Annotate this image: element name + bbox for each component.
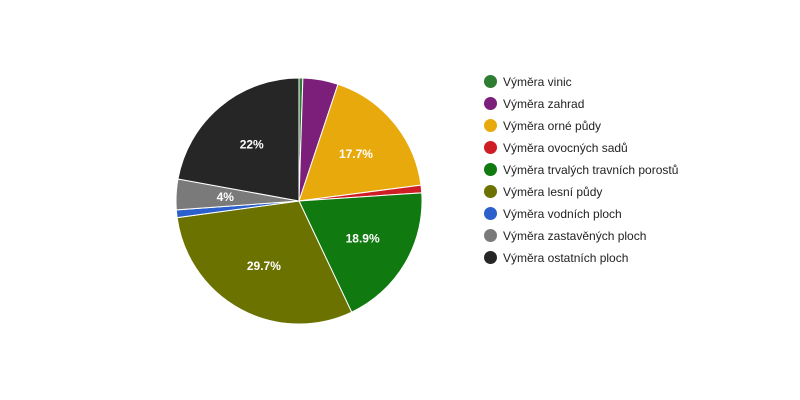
legend-swatch-icon	[484, 163, 497, 176]
legend-item[interactable]: Výměra ovocných sadů	[484, 140, 684, 157]
legend-label: Výměra orné půdy	[503, 119, 602, 133]
legend-item[interactable]: Výměra zastavěných ploch	[484, 228, 684, 245]
legend-label: Výměra vinic	[503, 75, 572, 89]
pie-slice[interactable]	[177, 77, 300, 202]
legend-swatch-icon	[484, 141, 497, 154]
legend-swatch-icon	[484, 185, 497, 198]
slice-data-label: 22%	[240, 137, 264, 151]
legend-item[interactable]: Výměra lesní půdy	[484, 184, 684, 201]
chart-legend: Výměra vinic Výměra zahrad Výměra orné půd…	[484, 74, 684, 272]
legend-item[interactable]: Výměra zahrad	[484, 96, 684, 113]
slice-data-label: 4%	[217, 190, 235, 204]
legend-swatch-icon	[484, 251, 497, 264]
slice-data-label: 29.7%	[247, 259, 281, 273]
legend-label: Výměra vodních ploch	[503, 207, 622, 221]
legend-label: Výměra trvalých travních porostů	[503, 163, 679, 177]
legend-item[interactable]: Výměra orné půdy	[484, 118, 684, 135]
legend-swatch-icon	[484, 119, 497, 132]
pie-slice[interactable]	[298, 83, 422, 202]
legend-label: Výměra zastavěných ploch	[503, 229, 647, 243]
legend-label: Výměra ovocných sadů	[503, 141, 628, 155]
legend-label: Výměra zahrad	[503, 97, 585, 111]
legend-label: Výměra ostatních ploch	[503, 251, 629, 265]
legend-swatch-icon	[484, 207, 497, 220]
legend-swatch-icon	[484, 97, 497, 110]
slice-data-label: 18.9%	[346, 231, 380, 245]
legend-item[interactable]: Výměra vinic	[484, 74, 684, 91]
legend-swatch-icon	[484, 75, 497, 88]
legend-label: Výměra lesní půdy	[503, 185, 603, 199]
legend-item[interactable]: Výměra ostatních ploch	[484, 250, 684, 267]
legend-swatch-icon	[484, 229, 497, 242]
legend-item[interactable]: Výměra trvalých travních porostů	[484, 162, 684, 179]
pie-slice[interactable]	[176, 200, 353, 325]
legend-item[interactable]: Výměra vodních ploch	[484, 206, 684, 223]
pie-slice[interactable]	[298, 192, 423, 313]
slice-data-label: 17.7%	[339, 147, 373, 161]
